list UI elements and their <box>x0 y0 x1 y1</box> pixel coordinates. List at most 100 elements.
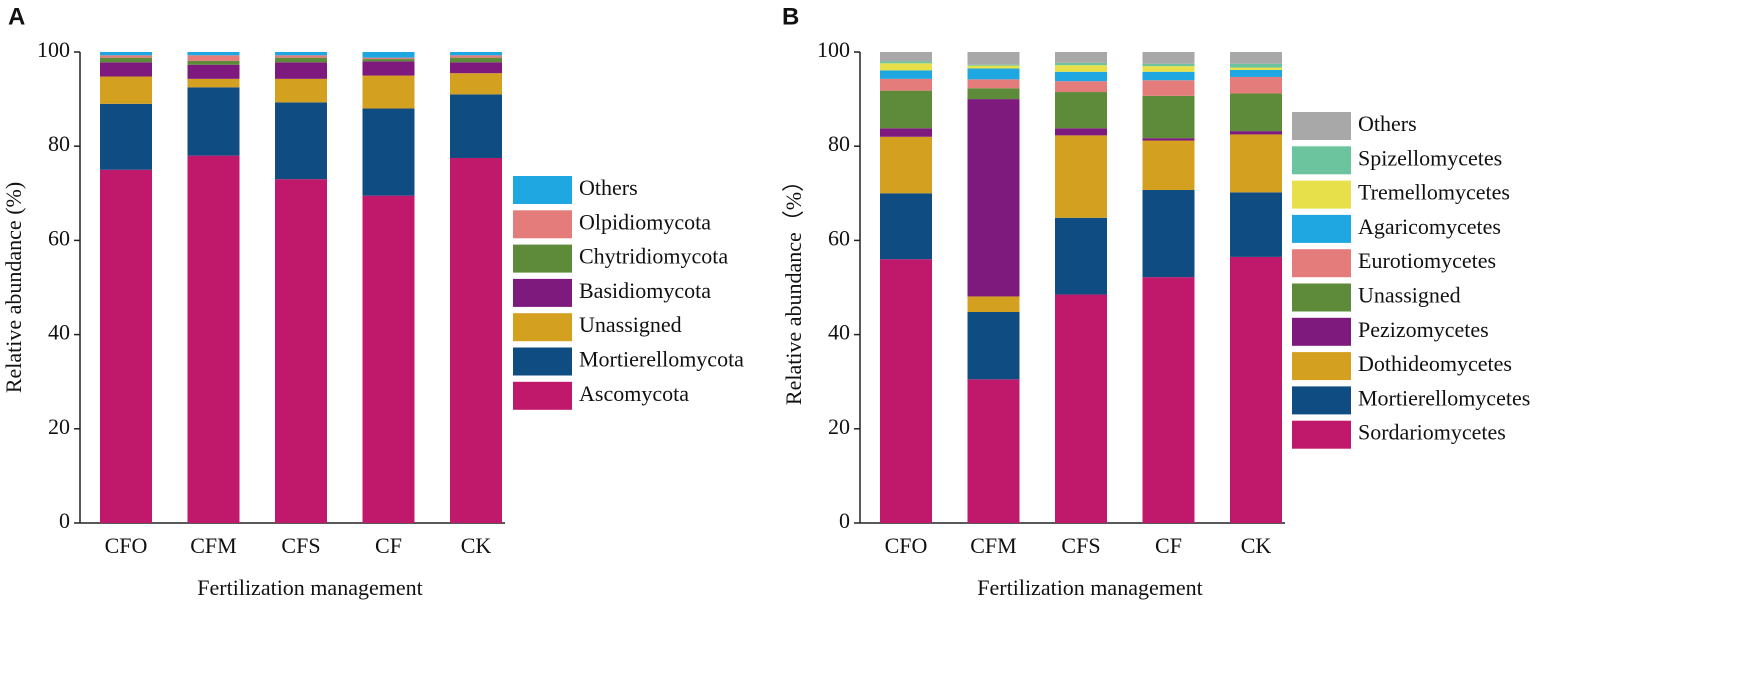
y-tick-label: 60 <box>828 225 850 250</box>
bar-segment <box>187 64 240 79</box>
bar-segment <box>450 57 502 63</box>
bar-segment <box>275 102 327 180</box>
bar-segment <box>880 61 932 64</box>
y-tick-label: 20 <box>48 414 70 439</box>
legend-label: Chytridiomycota <box>579 244 728 269</box>
bar-segment <box>1142 66 1195 72</box>
legend-swatch <box>1292 146 1351 175</box>
bar-segment <box>450 62 502 74</box>
bar-segment <box>880 128 932 137</box>
legend-swatch <box>513 347 572 376</box>
bar-segment <box>880 63 932 71</box>
bar-segment <box>450 55 502 58</box>
bar-segment <box>1230 134 1282 193</box>
bar-segment <box>880 52 932 62</box>
bar-segment <box>275 52 327 56</box>
x-tick-label: CF <box>1155 533 1182 558</box>
legend-swatch <box>1292 352 1351 381</box>
legend-swatch <box>1292 214 1351 243</box>
panel-label: B <box>782 3 799 30</box>
bar-segment <box>100 57 152 63</box>
y-tick-label: 60 <box>48 225 70 250</box>
bar-segment <box>1142 190 1195 278</box>
bar-segment <box>1142 277 1195 523</box>
x-tick-label: CK <box>1241 533 1272 558</box>
x-tick-label: CFS <box>1061 533 1100 558</box>
bar-segment <box>187 87 240 156</box>
legend-label: Olpidiomycota <box>579 209 711 234</box>
bar-segment <box>362 195 415 523</box>
bar-segment <box>1055 65 1107 72</box>
bar-segment <box>362 75 415 109</box>
legend-label: Ascomycota <box>579 381 689 406</box>
x-tick-label: CFM <box>190 533 236 558</box>
legend-swatch <box>513 210 572 239</box>
legend-label: Others <box>579 175 638 200</box>
legend-swatch <box>1292 180 1351 209</box>
legend-label: Tremellomycetes <box>1358 180 1510 205</box>
bar-segment <box>967 79 1020 89</box>
legend-swatch <box>1292 249 1351 278</box>
legend-swatch <box>1292 112 1351 140</box>
legend-swatch <box>513 278 572 307</box>
bar-segment <box>362 61 415 76</box>
legend-swatch <box>513 313 572 342</box>
legend-swatch <box>1292 386 1351 415</box>
x-axis-label: Fertilization management <box>977 575 1202 600</box>
legend-label: Basidiomycota <box>579 278 711 303</box>
bar-segment <box>187 78 240 88</box>
bar-segment <box>880 259 932 523</box>
y-tick-label: 0 <box>59 508 70 533</box>
bar-segment <box>967 52 1020 65</box>
x-tick-label: CFO <box>885 533 928 558</box>
bar-segment <box>1055 294 1107 523</box>
bar-segment <box>100 55 152 58</box>
bar-segment <box>967 88 1020 100</box>
y-tick-label: 80 <box>48 131 70 156</box>
bar-segment <box>1230 52 1282 64</box>
bar-segment <box>967 64 1020 66</box>
bar-segment <box>1142 80 1195 96</box>
bar-segment <box>967 311 1020 380</box>
bar-segment <box>1055 71 1107 82</box>
y-tick-label: 0 <box>839 508 850 533</box>
bar-segment <box>967 99 1020 297</box>
legend-label: Unassigned <box>579 312 682 337</box>
bar-segment <box>1230 93 1282 132</box>
bar-segment <box>1142 138 1195 141</box>
bar-segment <box>362 57 415 60</box>
bar-segment <box>1230 192 1282 257</box>
x-tick-label: CK <box>461 533 492 558</box>
legend-label: Spizellomycetes <box>1358 145 1502 170</box>
x-tick-label: CFS <box>281 533 320 558</box>
y-tick-label: 40 <box>48 320 70 345</box>
bar-segment <box>275 57 327 63</box>
legend-swatch <box>513 176 572 204</box>
legend-label: Others <box>1358 111 1417 136</box>
panel-label: A <box>8 3 25 30</box>
legend-swatch <box>513 381 572 410</box>
bar-segment <box>187 155 240 523</box>
y-tick-label: 100 <box>817 37 850 62</box>
bar-segment <box>1055 92 1107 129</box>
bar-segment <box>967 379 1020 523</box>
bar-segment <box>1142 52 1195 64</box>
bar-segment <box>187 60 240 65</box>
x-axis-label: Fertilization management <box>197 575 422 600</box>
bar-segment <box>100 103 152 170</box>
bar-segment <box>187 55 240 61</box>
bar-segment <box>1055 81 1107 93</box>
x-tick-label: CFO <box>105 533 148 558</box>
y-axis-label: Relative abundance（%） <box>781 170 806 405</box>
legend-swatch <box>1292 420 1351 449</box>
legend-swatch <box>1292 317 1351 346</box>
bar-segment <box>450 73 502 95</box>
bar-segment <box>1230 63 1282 68</box>
legend-label: Mortierellomycetes <box>1358 385 1530 410</box>
bar-segment <box>362 52 415 58</box>
y-tick-label: 100 <box>37 37 70 62</box>
legend-label: Sordariomycetes <box>1358 420 1506 445</box>
bar-segment <box>1230 256 1282 523</box>
bar-segment <box>1230 131 1282 135</box>
bar-segment <box>1055 52 1107 63</box>
